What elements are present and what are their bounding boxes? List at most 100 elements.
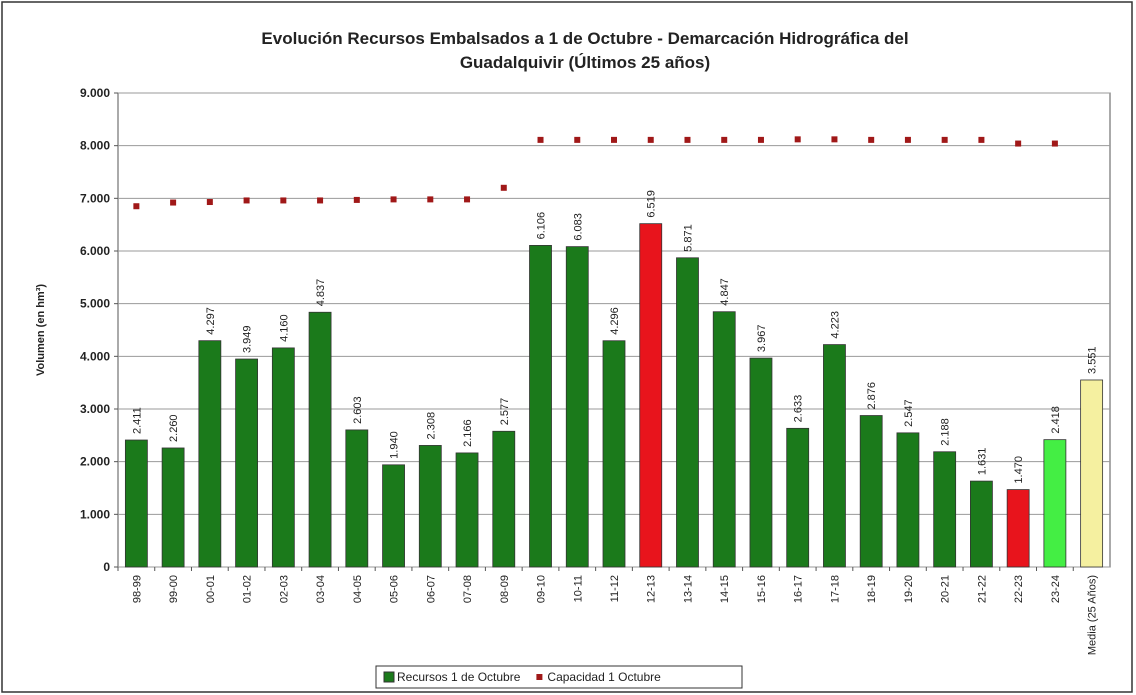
chart-title: Guadalquivir (Últimos 25 años) bbox=[460, 53, 710, 72]
point bbox=[1015, 140, 1022, 147]
bar bbox=[786, 427, 810, 568]
data-label: 3.967 bbox=[756, 325, 768, 353]
point bbox=[757, 136, 764, 143]
x-tick-label: 20-21 bbox=[940, 575, 952, 603]
bar bbox=[492, 430, 516, 568]
point bbox=[978, 136, 985, 143]
y-tick-label: 6.000 bbox=[80, 244, 110, 258]
point bbox=[1051, 140, 1058, 147]
bar bbox=[308, 311, 332, 568]
legend-box bbox=[375, 665, 743, 689]
point bbox=[280, 197, 287, 204]
legend-swatch bbox=[536, 674, 543, 680]
legend-swatch bbox=[383, 671, 395, 683]
bar bbox=[639, 223, 663, 568]
data-label: 2.411 bbox=[131, 407, 143, 434]
bar bbox=[345, 429, 369, 568]
x-tick-label: 14-15 bbox=[719, 575, 731, 603]
data-label: 6.519 bbox=[646, 190, 658, 218]
y-tick-label: 7.000 bbox=[80, 191, 110, 205]
x-tick-label: 09-10 bbox=[536, 575, 548, 603]
bar bbox=[896, 432, 920, 568]
x-tick-label: 03-04 bbox=[315, 575, 327, 603]
x-tick-label: 04-05 bbox=[352, 575, 364, 603]
data-label: 3.949 bbox=[242, 325, 254, 353]
point bbox=[647, 136, 654, 143]
x-tick-label: 17-18 bbox=[829, 575, 841, 603]
x-tick-label: 99-00 bbox=[168, 575, 180, 603]
x-tick-label: Media (25 Años) bbox=[1087, 575, 1099, 655]
bar bbox=[418, 445, 442, 568]
x-tick-label: 02-03 bbox=[278, 575, 290, 603]
x-tick-label: 05-06 bbox=[389, 575, 401, 603]
x-tick-label: 18-19 bbox=[866, 575, 878, 603]
bar bbox=[455, 452, 479, 568]
bar bbox=[198, 340, 222, 568]
point bbox=[317, 197, 324, 204]
data-label: 4.160 bbox=[278, 314, 290, 342]
data-label: 4.296 bbox=[609, 307, 621, 335]
data-label: 2.876 bbox=[866, 382, 878, 410]
point bbox=[170, 199, 177, 206]
x-tick-label: 16-17 bbox=[793, 575, 805, 603]
data-label: 2.166 bbox=[462, 419, 474, 447]
chart-title: Evolución Recursos Embalsados a 1 de Oct… bbox=[261, 29, 908, 48]
y-tick-label: 1.000 bbox=[80, 507, 110, 521]
data-label: 2.633 bbox=[793, 395, 805, 423]
point bbox=[133, 203, 140, 210]
data-label: 6.106 bbox=[536, 212, 548, 240]
bar bbox=[1043, 439, 1067, 568]
point bbox=[390, 196, 397, 203]
bar bbox=[676, 257, 699, 568]
legend-label: Capacidad 1 Octubre bbox=[547, 670, 661, 684]
data-label: 2.188 bbox=[940, 418, 952, 446]
x-tick-label: 12-13 bbox=[646, 575, 658, 603]
x-tick-label: 98-99 bbox=[131, 575, 143, 603]
data-label: 5.871 bbox=[682, 224, 694, 252]
y-tick-label: 3.000 bbox=[80, 402, 110, 416]
data-label: 4.297 bbox=[205, 307, 217, 335]
point bbox=[537, 136, 544, 143]
data-label: 2.547 bbox=[903, 399, 915, 427]
y-tick-label: 0 bbox=[103, 560, 110, 574]
bar bbox=[161, 447, 185, 568]
x-tick-label: 19-20 bbox=[903, 575, 915, 603]
data-label: 1.470 bbox=[1013, 456, 1025, 484]
y-axis-label: Volumen (en hm³) bbox=[35, 284, 47, 376]
bar bbox=[970, 480, 993, 568]
data-label: 1.631 bbox=[976, 448, 988, 476]
point bbox=[353, 196, 360, 203]
point bbox=[500, 184, 507, 191]
bar bbox=[235, 358, 258, 568]
point bbox=[427, 196, 434, 203]
point bbox=[941, 136, 948, 143]
x-tick-label: 15-16 bbox=[756, 575, 768, 603]
data-label: 2.418 bbox=[1050, 406, 1062, 434]
bar bbox=[933, 451, 957, 568]
point bbox=[464, 196, 471, 203]
bar bbox=[271, 347, 295, 568]
bar bbox=[1080, 379, 1104, 568]
x-tick-label: 23-24 bbox=[1050, 575, 1062, 603]
data-label: 2.603 bbox=[352, 396, 364, 424]
bar bbox=[712, 311, 736, 568]
x-tick-label: 08-09 bbox=[499, 575, 511, 603]
bar bbox=[529, 245, 552, 568]
legend-label: Recursos 1 de Octubre bbox=[397, 670, 521, 684]
y-tick-label: 4.000 bbox=[80, 349, 110, 363]
point bbox=[611, 136, 617, 143]
data-label: 4.837 bbox=[315, 279, 327, 307]
bar bbox=[859, 415, 883, 568]
point bbox=[574, 136, 581, 143]
y-tick-label: 5.000 bbox=[80, 297, 110, 311]
y-tick-label: 2.000 bbox=[80, 455, 110, 469]
data-label: 1.940 bbox=[389, 431, 401, 459]
data-label: 4.847 bbox=[719, 278, 731, 306]
bar bbox=[1006, 489, 1030, 568]
x-tick-label: 06-07 bbox=[425, 575, 437, 603]
point bbox=[868, 136, 875, 143]
x-tick-label: 10-11 bbox=[572, 575, 584, 602]
bar bbox=[602, 340, 626, 568]
x-tick-label: 22-23 bbox=[1013, 575, 1025, 603]
